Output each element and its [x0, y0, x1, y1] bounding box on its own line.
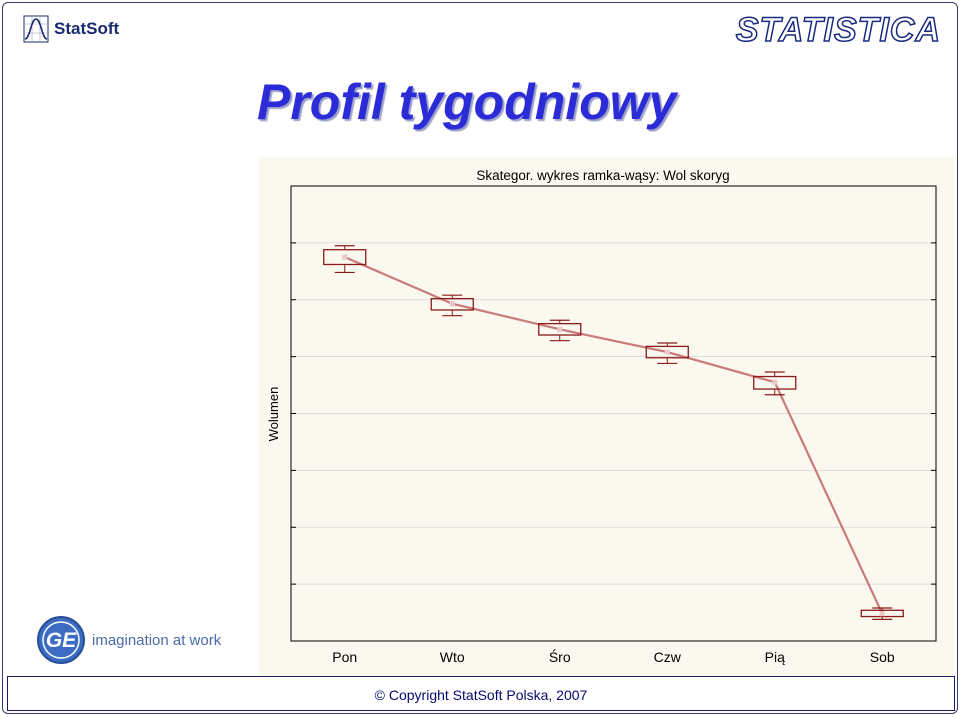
grid-lines — [291, 242, 936, 585]
x-tick-label: Czw — [654, 649, 682, 665]
x-axis-labels: Pon Wto Śro Czw Pią Sob — [332, 648, 895, 665]
box-3 — [645, 342, 689, 365]
box-rect — [753, 375, 797, 390]
box-0 — [323, 245, 367, 274]
x-tick-label: Pon — [332, 649, 357, 665]
chart-title: Skategor. wykres ramka-wąsy: Wol skoryg — [476, 168, 729, 183]
chart-background — [259, 157, 955, 677]
x-tick-label: Sob — [870, 649, 895, 665]
ge-monogram-icon: GE — [37, 616, 85, 664]
x-tick-label: Wto — [440, 649, 465, 665]
mean-marker — [557, 326, 563, 332]
mean-trend-line — [344, 256, 884, 615]
svg-text:GE: GE — [46, 629, 77, 652]
statsoft-brand: StatSoft — [54, 19, 120, 38]
x-tick-label: Pią — [765, 649, 785, 665]
box-rect — [430, 297, 474, 311]
box-4 — [753, 371, 797, 396]
statsoft-logo: StatSoft — [23, 15, 119, 43]
mean-marker — [879, 611, 885, 617]
mean-marker — [772, 379, 778, 385]
statistica-logo: STATISTICA — [735, 10, 941, 50]
mean-marker — [342, 254, 348, 260]
box-rect — [645, 345, 689, 359]
box-rect — [538, 322, 582, 336]
box-2 — [538, 319, 582, 342]
ge-logo: GE imagination at work — [36, 615, 221, 665]
boxes-group — [323, 245, 904, 620]
footer-copyright: © Copyright StatSoft Polska, 2007 — [374, 687, 588, 703]
box-5 — [860, 607, 904, 620]
box-1 — [430, 294, 474, 317]
statsoft-chart-icon — [23, 15, 49, 43]
mean-marker — [664, 349, 670, 355]
box-rect — [860, 609, 904, 618]
ge-tagline: imagination at work — [92, 631, 222, 649]
y-axis-label: Wolumen — [266, 387, 281, 442]
footer-bar: © Copyright StatSoft Polska, 2007 — [7, 676, 955, 711]
mean-marker — [449, 301, 455, 307]
box-rect — [323, 249, 367, 266]
page-title: Profil tygodniowy — [257, 74, 677, 130]
y-axis-ticks — [291, 242, 936, 585]
x-tick-label: Śro — [549, 648, 571, 665]
